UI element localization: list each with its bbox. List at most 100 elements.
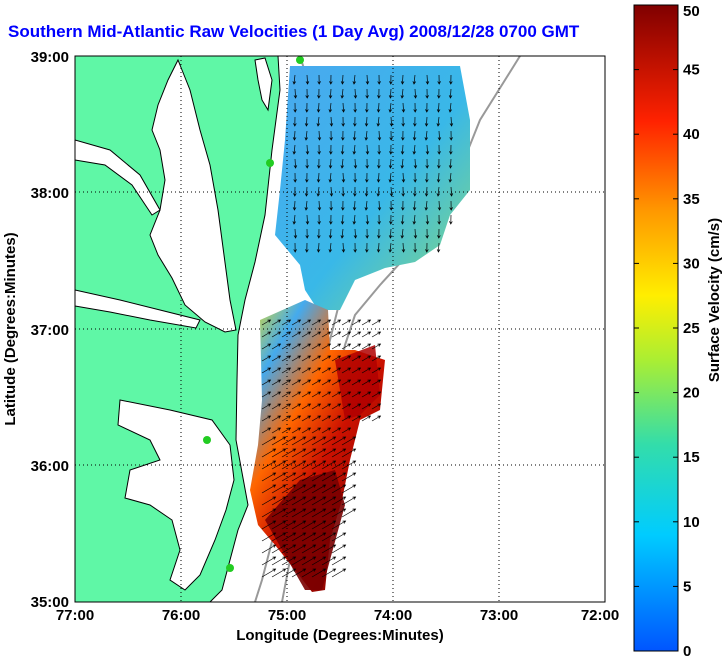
velocity-vector (353, 172, 357, 183)
velocity-vector (304, 200, 309, 211)
velocity-vector (351, 319, 362, 326)
velocity-vector (341, 448, 357, 458)
velocity-vector (365, 242, 369, 253)
velocity-vector (271, 532, 287, 542)
velocity-vector (361, 403, 372, 410)
velocity-vector (281, 532, 297, 542)
velocity-vector (365, 144, 370, 155)
velocity-vector (377, 214, 381, 225)
velocity-vector (281, 379, 292, 386)
velocity-vector (328, 102, 333, 113)
velocity-vector (316, 172, 321, 183)
velocity-vector (281, 568, 297, 578)
velocity-vector (341, 102, 346, 113)
velocity-vector (311, 379, 322, 386)
velocity-vector (329, 130, 333, 141)
velocity-vector (261, 331, 272, 338)
velocity-vector (261, 508, 277, 518)
velocity-vector (321, 436, 337, 446)
velocity-vector (281, 460, 297, 470)
velocity-vector (341, 403, 352, 410)
velocity-vector (291, 460, 307, 470)
velocity-vector (425, 214, 430, 225)
velocity-vector (301, 532, 317, 542)
velocity-vector (301, 427, 312, 434)
velocity-vector (321, 496, 337, 506)
velocity-vector (291, 568, 307, 578)
y-axis-label: Latitude (Degrees:Minutes) (2, 232, 19, 425)
velocity-vector (301, 355, 312, 362)
velocity-vector (353, 102, 357, 113)
velocity-vector (437, 214, 441, 225)
velocity-vector (281, 427, 292, 434)
y-tick-label: 39:00 (31, 49, 69, 66)
velocity-vector (341, 427, 352, 434)
velocity-vector (292, 144, 297, 155)
velocity-vector (301, 436, 317, 446)
velocity-vector (388, 228, 393, 239)
velocity-vector (340, 214, 345, 225)
velocity-vector (353, 158, 358, 169)
velocity-vector (311, 448, 327, 458)
velocity-vector (301, 331, 312, 338)
velocity-hotspot (265, 470, 345, 590)
velocity-vector (291, 556, 307, 566)
velocity-vector (448, 88, 453, 99)
velocity-vector (401, 242, 406, 253)
velocity-vector (425, 158, 429, 169)
velocity-vector (271, 379, 282, 386)
velocity-vector (437, 88, 441, 99)
velocity-vector (317, 228, 321, 239)
velocity-vector (291, 484, 307, 494)
velocity-vector (317, 200, 322, 211)
velocity-vector (305, 88, 309, 99)
velocity-vector (331, 319, 342, 326)
velocity-vector (364, 200, 369, 211)
velocity-vector (425, 242, 429, 253)
velocity-vector (437, 158, 441, 169)
velocity-vector (436, 242, 441, 253)
velocity-vector (449, 116, 454, 127)
velocity-vector (291, 379, 302, 386)
velocity-vector (261, 427, 272, 434)
velocity-vector (311, 544, 327, 554)
x-tick-label: 72:00 (581, 607, 619, 624)
velocity-vector (353, 116, 357, 127)
velocity-vector (305, 228, 309, 239)
velocity-vector (281, 403, 292, 410)
velocity-vector (361, 343, 372, 350)
velocity-vector (340, 74, 345, 85)
velocity-vector (425, 144, 430, 155)
velocity-vector (389, 214, 393, 225)
velocity-vector (305, 144, 310, 155)
velocity-vector (271, 319, 282, 326)
velocity-vector (317, 214, 321, 225)
velocity-vector (304, 130, 309, 141)
velocity-vector (436, 186, 441, 197)
velocity-vector (361, 319, 372, 326)
velocity-vector (412, 214, 417, 225)
velocity-vector (291, 427, 302, 434)
velocity-vector (371, 343, 382, 350)
velocity-vector (271, 568, 287, 578)
velocity-vector (321, 532, 337, 542)
velocity-vector (351, 343, 362, 350)
velocity-vector (371, 379, 382, 386)
velocity-vector (331, 556, 347, 566)
velocity-vector (305, 74, 310, 85)
velocity-hotspot (335, 345, 380, 420)
velocity-vector (292, 200, 297, 211)
velocity-vector (261, 436, 277, 446)
velocity-vector (413, 102, 417, 113)
velocity-vector (301, 448, 317, 458)
velocity-vector (271, 403, 282, 410)
velocity-vector (301, 520, 317, 530)
velocity-vector (449, 130, 453, 141)
velocity-vector (400, 88, 405, 99)
velocity-vector (291, 319, 302, 326)
velocity-vector (271, 496, 287, 506)
velocity-vector (361, 355, 372, 362)
velocity-vector (271, 544, 287, 554)
velocity-vector (376, 242, 381, 253)
velocity-vector (271, 520, 287, 530)
